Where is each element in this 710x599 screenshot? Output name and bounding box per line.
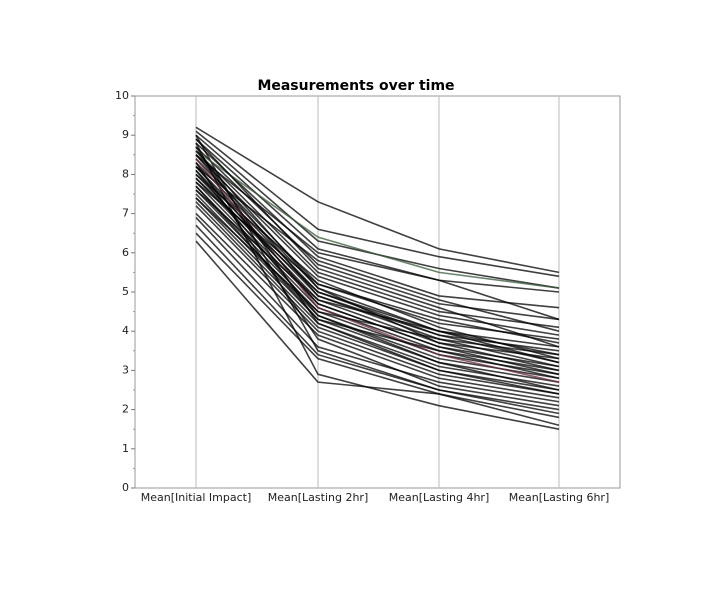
series-line — [195, 165, 560, 332]
series-line — [195, 142, 560, 309]
x-tick-label: Mean[Initial Impact] — [141, 491, 252, 504]
series-line — [195, 146, 560, 321]
series-line — [195, 181, 560, 344]
series-line — [195, 173, 560, 360]
y-tick-label: 1 — [122, 442, 129, 455]
series-line — [195, 130, 560, 278]
x-tick-label: Mean[Lasting 4hr] — [389, 491, 489, 504]
series-line — [195, 213, 560, 399]
y-tick-label: 4 — [122, 324, 129, 337]
y-tick-label: 10 — [115, 89, 129, 102]
series-line — [195, 193, 560, 383]
series-line — [195, 150, 560, 372]
series-line — [195, 150, 560, 289]
series-line — [195, 240, 560, 427]
y-tick-label: 8 — [122, 167, 129, 180]
y-tick-label: 7 — [122, 207, 129, 220]
series-line — [195, 126, 560, 274]
y-tick-label: 2 — [122, 403, 129, 416]
chart-title: Measurements over time — [257, 78, 454, 94]
series-line — [195, 154, 560, 336]
series-line — [195, 177, 560, 356]
x-tick-label: Mean[Lasting 2hr] — [268, 491, 368, 504]
series-line — [195, 142, 560, 430]
series-line — [195, 205, 560, 395]
series-line — [195, 232, 560, 419]
series-line — [195, 150, 560, 329]
series-line — [195, 201, 560, 391]
y-tick-label: 5 — [122, 285, 129, 298]
series-line — [195, 224, 560, 411]
y-tick-label: 6 — [122, 246, 129, 259]
y-tick-label: 3 — [122, 363, 129, 376]
series-line — [195, 169, 560, 391]
series-line — [195, 185, 560, 380]
series-line — [195, 216, 560, 403]
y-tick-label: 0 — [122, 481, 129, 494]
series-line — [195, 138, 560, 348]
series-line — [195, 162, 560, 407]
y-tick-label: 9 — [122, 128, 129, 141]
x-tick-label: Mean[Lasting 6hr] — [509, 491, 609, 504]
